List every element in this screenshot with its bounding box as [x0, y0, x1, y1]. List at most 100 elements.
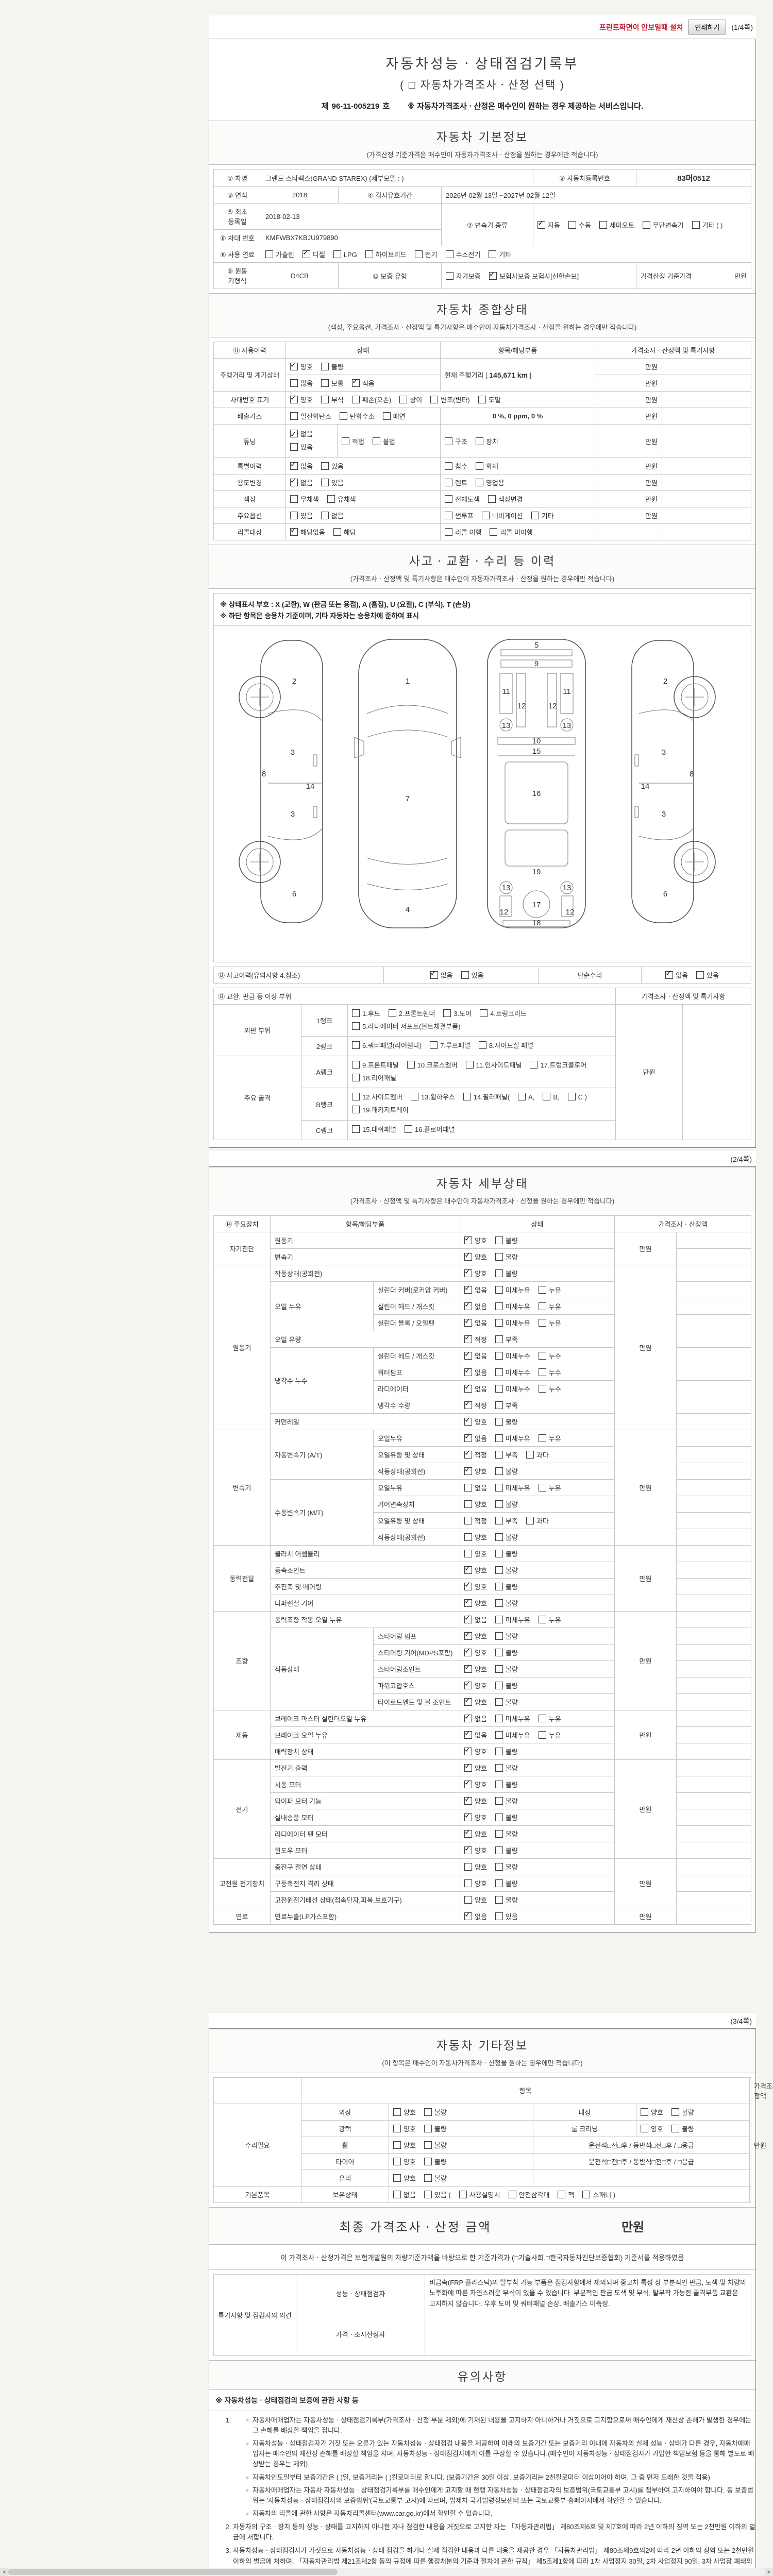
checkbox	[365, 250, 373, 258]
checkbox	[424, 2190, 432, 2198]
checkbox	[475, 437, 483, 445]
table-row: 고전원 전기장치 충전구 절연 상태 양호 불량 만원	[213, 1858, 751, 1908]
checkbox	[495, 1467, 503, 1475]
checkbox	[445, 495, 453, 503]
svg-text:14: 14	[641, 782, 650, 791]
checkbox	[478, 396, 486, 403]
table-row: 고전원전기배선 상태(접속단자,피복,보호기구) 양호 불량	[214, 1891, 751, 1908]
checkbox	[290, 427, 298, 443]
page-marker-2: (2/4쪽)	[209, 1150, 756, 1166]
table-row: 기어변속장치 양호 불량	[214, 1495, 751, 1513]
checkbox	[443, 1009, 451, 1017]
checkbox	[407, 1061, 415, 1069]
checkbox	[568, 221, 576, 229]
checkbox	[464, 1549, 472, 1557]
doc-title: 자동차성능ㆍ상태점검기록부	[385, 56, 579, 72]
scroll-right-arrow[interactable]: ►	[765, 2568, 773, 2576]
checkbox	[333, 528, 341, 536]
checkbox	[464, 1895, 472, 1904]
svg-text:8: 8	[262, 770, 266, 778]
checkbox	[495, 1302, 503, 1310]
table-row: 파워고압호스양호불량	[214, 1676, 751, 1694]
print-button[interactable]: 인쇄하기	[688, 20, 727, 35]
checkbox	[464, 1728, 472, 1739]
svg-text:13: 13	[502, 884, 511, 892]
checkbox	[445, 479, 453, 486]
checkbox	[671, 2108, 679, 2116]
horizontal-scrollbar[interactable]: ◄ ►	[0, 2568, 773, 2576]
checkbox	[495, 1714, 503, 1722]
checkbox	[464, 1630, 472, 1640]
section-notes-header: 유의사항	[209, 2360, 755, 2390]
checkbox	[490, 528, 498, 536]
checkbox	[475, 479, 483, 486]
checkbox	[488, 495, 496, 503]
checkbox	[495, 1450, 503, 1459]
doc-subtitle: ( □ 자동차가격조사ㆍ산정 선택 )	[400, 79, 565, 91]
svg-text:3: 3	[662, 810, 666, 819]
notes-block-1: ※ 자동차성능ㆍ상태점검의 보증에 관한 사항 등 자동차매매업자는 자동차성능…	[209, 2390, 755, 2576]
checkbox	[495, 1384, 503, 1393]
checkbox	[351, 396, 360, 403]
table-row: 윈도우 모터양호불량	[214, 1841, 751, 1859]
checkbox	[321, 479, 329, 486]
table-row: 기본품목 보유상태 없음 있음 (사용설명서 안전삼각대 잭 스패너 )	[213, 2185, 751, 2203]
checkbox	[352, 1009, 360, 1017]
checkbox	[543, 1093, 551, 1101]
svg-text:13: 13	[502, 721, 511, 730]
checkbox	[464, 1646, 472, 1656]
checkbox	[464, 1399, 472, 1409]
svg-text:11: 11	[502, 687, 510, 696]
checkbox	[446, 272, 453, 280]
checkbox	[538, 1434, 546, 1442]
checkbox	[495, 1912, 503, 1920]
checkbox	[463, 1093, 471, 1101]
checkbox	[302, 248, 310, 258]
page-1: 자동차성능ㆍ상태점검기록부 ( □ 자동차가격조사ㆍ산정 선택 ) 제 96-11…	[209, 39, 756, 1148]
checkbox	[352, 1041, 360, 1049]
svg-text:1: 1	[406, 677, 410, 686]
svg-text:14: 14	[306, 782, 315, 791]
checkbox	[495, 1401, 503, 1409]
install-notice-link[interactable]: 프린트화면이 안보일때 설치	[599, 23, 683, 31]
scrollbar-thumb[interactable]	[8, 2569, 338, 2575]
table-row: 2랭크 6.쿼터패널(리어휀다) 7.루프패널 8.사이드실 패널	[214, 1036, 751, 1057]
checkbox	[464, 1250, 472, 1261]
checkbox	[464, 1465, 472, 1475]
svg-text:15: 15	[532, 747, 541, 756]
diagram-legend-2: ※ 하단 항목은 승용차 기준이며, 기타 자동차는 승용차에 준하여 표시	[220, 612, 419, 620]
checkbox	[339, 412, 347, 420]
checkbox	[495, 1747, 503, 1755]
checkbox	[495, 1681, 503, 1689]
table-row: 수리필요 외장 양호 불량 내장 양호 불량 만원	[213, 2103, 766, 2187]
checkbox	[495, 1566, 503, 1574]
checkbox	[464, 1862, 472, 1871]
checkbox	[518, 1093, 526, 1101]
checkbox	[290, 379, 298, 387]
checkbox	[464, 1448, 472, 1459]
checkbox	[464, 1300, 472, 1310]
checkbox	[327, 495, 335, 503]
scroll-left-arrow[interactable]: ◄	[0, 2568, 8, 2576]
checkbox	[495, 1582, 503, 1590]
checkbox	[538, 1351, 546, 1360]
checkbox	[404, 1125, 412, 1133]
checkbox	[526, 1450, 534, 1459]
checkbox	[582, 2190, 591, 2198]
checkbox	[333, 250, 341, 258]
svg-text:4: 4	[406, 905, 410, 914]
section-detail-header: 자동차 세부상태 (가격조사ㆍ산정액 및 특기사항은 매수인이 자동차가격조사ㆍ…	[209, 1166, 755, 1211]
checkbox	[489, 250, 497, 258]
checkbox	[393, 2157, 401, 2165]
svg-text:17: 17	[532, 901, 541, 909]
checkbox	[495, 1632, 503, 1640]
checkbox	[464, 1500, 472, 1508]
checkbox	[290, 512, 298, 519]
checkbox	[495, 1236, 503, 1244]
checkbox	[692, 221, 700, 229]
